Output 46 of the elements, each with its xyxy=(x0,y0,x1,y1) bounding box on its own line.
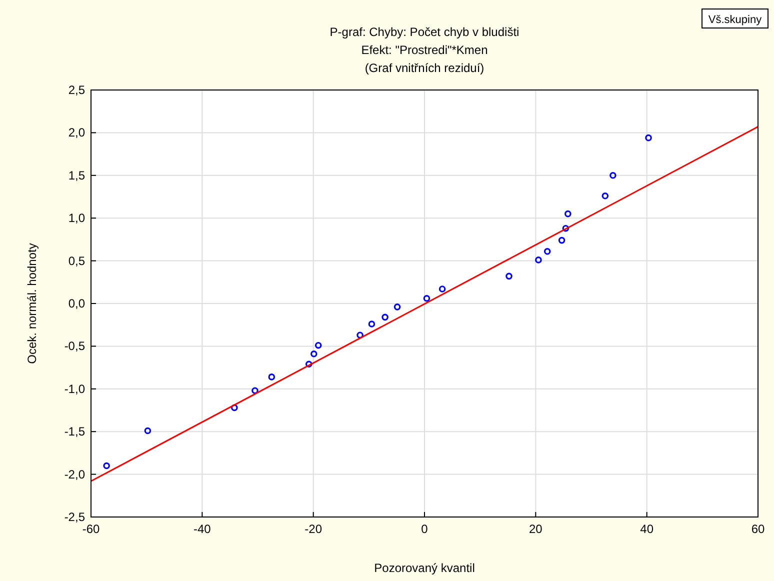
x-tick-label: 20 xyxy=(528,522,543,536)
chart-title: P-graf: Chyby: Počet chyb v bludišti xyxy=(330,25,520,39)
point xyxy=(252,387,258,394)
point xyxy=(438,286,446,292)
x-tick-label: 0 xyxy=(421,522,428,536)
x-tick-label: -40 xyxy=(193,522,212,536)
point xyxy=(368,320,376,328)
point xyxy=(394,304,401,310)
point xyxy=(544,248,551,255)
y-tick-label: 1,5 xyxy=(68,168,86,182)
x-tick-label: 40 xyxy=(640,522,654,536)
y-tick-label: 0,5 xyxy=(68,254,86,268)
point xyxy=(268,374,276,380)
point xyxy=(645,134,652,142)
point xyxy=(602,192,609,200)
point xyxy=(356,332,364,338)
x-axis-title: Pozorovaný kvantil xyxy=(374,561,475,575)
point xyxy=(610,172,616,179)
point xyxy=(314,342,322,349)
point xyxy=(382,314,388,321)
point xyxy=(103,462,110,470)
point xyxy=(423,294,430,302)
point xyxy=(562,224,570,232)
y-tick-label: 2,5 xyxy=(68,83,86,97)
point xyxy=(564,210,572,218)
point xyxy=(558,236,566,244)
y-axis-title: Ocek. normál. hodnoty xyxy=(25,243,39,364)
y-tick-label: -0,5 xyxy=(64,339,86,354)
y-tick-label: 1,0 xyxy=(68,211,86,226)
y-tick-label: -1,0 xyxy=(64,382,86,396)
y-tick-label: 2,0 xyxy=(68,126,86,140)
x-tick-label: -20 xyxy=(304,522,322,536)
y-tick-label: 0,0 xyxy=(68,296,86,310)
x-tick-label: 60 xyxy=(751,522,765,536)
x-tick-label: -60 xyxy=(82,522,100,536)
chart-subtitle: Efekt: "Prostredi"*Kmen (Graf vnitřních reziduí) xyxy=(361,43,488,75)
point xyxy=(231,404,238,412)
text: Vš.skupiny xyxy=(708,14,762,26)
point xyxy=(305,360,312,368)
point xyxy=(144,427,152,434)
y-tick-label: -2,0 xyxy=(64,467,86,482)
point xyxy=(506,272,512,280)
point xyxy=(310,350,318,358)
y-tick-label: -2,5 xyxy=(64,510,86,524)
point xyxy=(535,256,542,264)
y-tick-label: -1,5 xyxy=(64,424,86,439)
